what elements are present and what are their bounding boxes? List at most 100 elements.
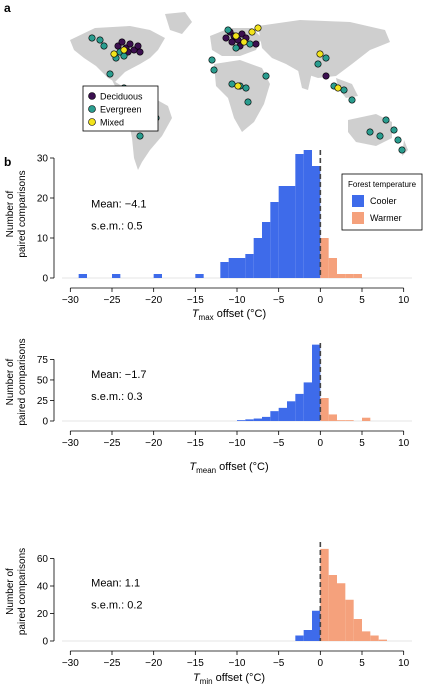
site-marker-40 <box>210 66 218 74</box>
y-axis-title-line-2: paired comparisons <box>17 548 28 635</box>
x-axis-title-subscript: min <box>200 677 213 685</box>
y-tick-label-2: 40 <box>37 582 49 593</box>
histogram-bar-15 <box>312 166 321 278</box>
stats-line-0: Mean: −4.1 <box>91 199 146 211</box>
histogram-bar-2 <box>312 610 321 641</box>
site-marker-53 <box>334 84 342 92</box>
x-axis-title-subscript: max <box>199 313 214 322</box>
histogram-bar-8 <box>362 631 371 641</box>
x-tick-label-8: 10 <box>398 295 410 306</box>
histogram-bar-6 <box>287 401 296 421</box>
histogram-bar-1 <box>245 419 254 421</box>
x-axis-title-symbol: T <box>189 461 197 473</box>
x-tick-label-7: 5 <box>359 438 365 449</box>
site-marker-3 <box>126 40 134 48</box>
site-marker-15 <box>88 34 96 42</box>
site-marker-48 <box>316 50 324 58</box>
histogram-bar-9 <box>312 344 321 421</box>
histogram-bar-14 <box>303 150 312 278</box>
x-tick-label-4: −10 <box>229 295 246 306</box>
x-tick-label-5: −5 <box>273 438 285 449</box>
histogram-bar-1 <box>112 274 121 278</box>
legend-warmer-label: Warmer <box>370 213 402 223</box>
x-tick-label-2: −20 <box>145 438 162 449</box>
histogram-bar-4 <box>270 411 279 421</box>
histogram-bar-3 <box>262 416 271 421</box>
histogram-bar-0 <box>78 274 87 278</box>
y-axis-title-line-1: Number of <box>5 358 16 405</box>
x-axis-title-unit: offset (°C) <box>214 308 267 320</box>
site-marker-29 <box>228 38 236 46</box>
site-marker-11 <box>120 46 128 54</box>
histogram-bar-4 <box>220 262 229 278</box>
legend-cooler-swatch <box>352 195 364 207</box>
site-marker-56 <box>382 116 390 124</box>
site-marker-45 <box>234 82 242 90</box>
stats-line-1: s.e.m.: 0.5 <box>91 221 142 233</box>
x-tick-label-0: −30 <box>62 658 79 669</box>
x-tick-label-2: −20 <box>145 658 162 669</box>
histogram-bar-18 <box>337 274 346 278</box>
site-marker-36 <box>224 26 232 34</box>
x-tick-label-6: 0 <box>318 295 324 306</box>
x-tick-label-4: −10 <box>229 438 246 449</box>
histogram-bar-8 <box>303 382 312 421</box>
y-tick-label-1: 10 <box>37 234 49 245</box>
y-tick-label-2: 50 <box>37 375 49 386</box>
site-marker-52 <box>340 86 348 94</box>
histogram-bar-6 <box>345 599 354 641</box>
histogram-bar-7 <box>245 254 254 278</box>
histogram-bar-2 <box>253 418 262 421</box>
histogram-bar-10 <box>378 639 387 641</box>
x-tick-label-7: 5 <box>359 658 365 669</box>
africa-land <box>214 60 270 132</box>
y-axis-title-line-2: paired comparisons <box>17 170 28 257</box>
india-land <box>298 70 312 90</box>
x-axis-title-symbol: T <box>193 672 201 684</box>
histogram-bar-19 <box>345 274 354 278</box>
histogram-tmean: 0 25 50 75 −30 −25 −20 −15 −10 −5 0 5 10 Tmean offset… <box>5 338 412 475</box>
x-axis-title-subscript: mean <box>196 466 216 475</box>
x-axis-title-symbol: T <box>192 308 200 320</box>
histogram-bar-16 <box>320 238 329 278</box>
histogram-tmax: 0 10 20 30 −30 −25 −20 −15 −10 −5 0 5 10 Tmax offset … <box>5 150 412 322</box>
histogram-bar-0 <box>237 420 246 421</box>
histogram-bar-12 <box>287 186 296 278</box>
y-axis-title-line-2: paired comparisons <box>17 338 28 425</box>
site-marker-61 <box>366 128 374 136</box>
x-axis-title-unit: offset (°C) <box>213 672 266 684</box>
x-tick-label-3: −15 <box>187 438 204 449</box>
x-tick-label-6: 0 <box>318 658 324 669</box>
histogram-bar-14 <box>362 417 371 421</box>
x-tick-label-5: −5 <box>273 295 285 306</box>
x-tick-label-4: −10 <box>229 658 246 669</box>
x-axis-title: Tmean offset (°C) <box>189 461 268 475</box>
site-marker-50 <box>314 60 322 68</box>
southeast-asia-land <box>336 78 358 98</box>
stats-line-0: Mean: 1.1 <box>91 578 140 590</box>
site-marker-33 <box>240 38 248 46</box>
x-tick-label-3: −15 <box>187 658 204 669</box>
x-tick-label-3: −15 <box>187 295 204 306</box>
site-marker-57 <box>390 126 398 134</box>
site-marker-12 <box>110 50 118 58</box>
y-tick-label-1: 25 <box>37 396 49 407</box>
y-tick-label-0: 0 <box>42 637 48 648</box>
y-tick-label-1: 20 <box>37 609 49 620</box>
site-marker-55 <box>322 72 330 80</box>
x-axis-title-unit: offset (°C) <box>216 461 269 473</box>
histogram-bar-9 <box>262 222 271 278</box>
legend-mixed-label: Mixed <box>100 118 124 128</box>
legend-warmer-swatch <box>352 212 364 224</box>
histogram-bar-12 <box>337 420 346 421</box>
legend-evergreen-label: Evergreen <box>100 105 142 115</box>
temperature-legend: Forest temperature Cooler Warmer <box>341 173 423 231</box>
y-axis-title-line-1: Number of <box>5 568 16 615</box>
histogram-bar-1 <box>303 630 312 641</box>
x-axis-title: Tmax offset (°C) <box>192 308 266 322</box>
histogram-bar-10 <box>320 398 329 421</box>
histogram-bar-5 <box>278 407 287 421</box>
site-marker-7 <box>136 48 144 56</box>
histogram-bar-13 <box>295 154 304 278</box>
